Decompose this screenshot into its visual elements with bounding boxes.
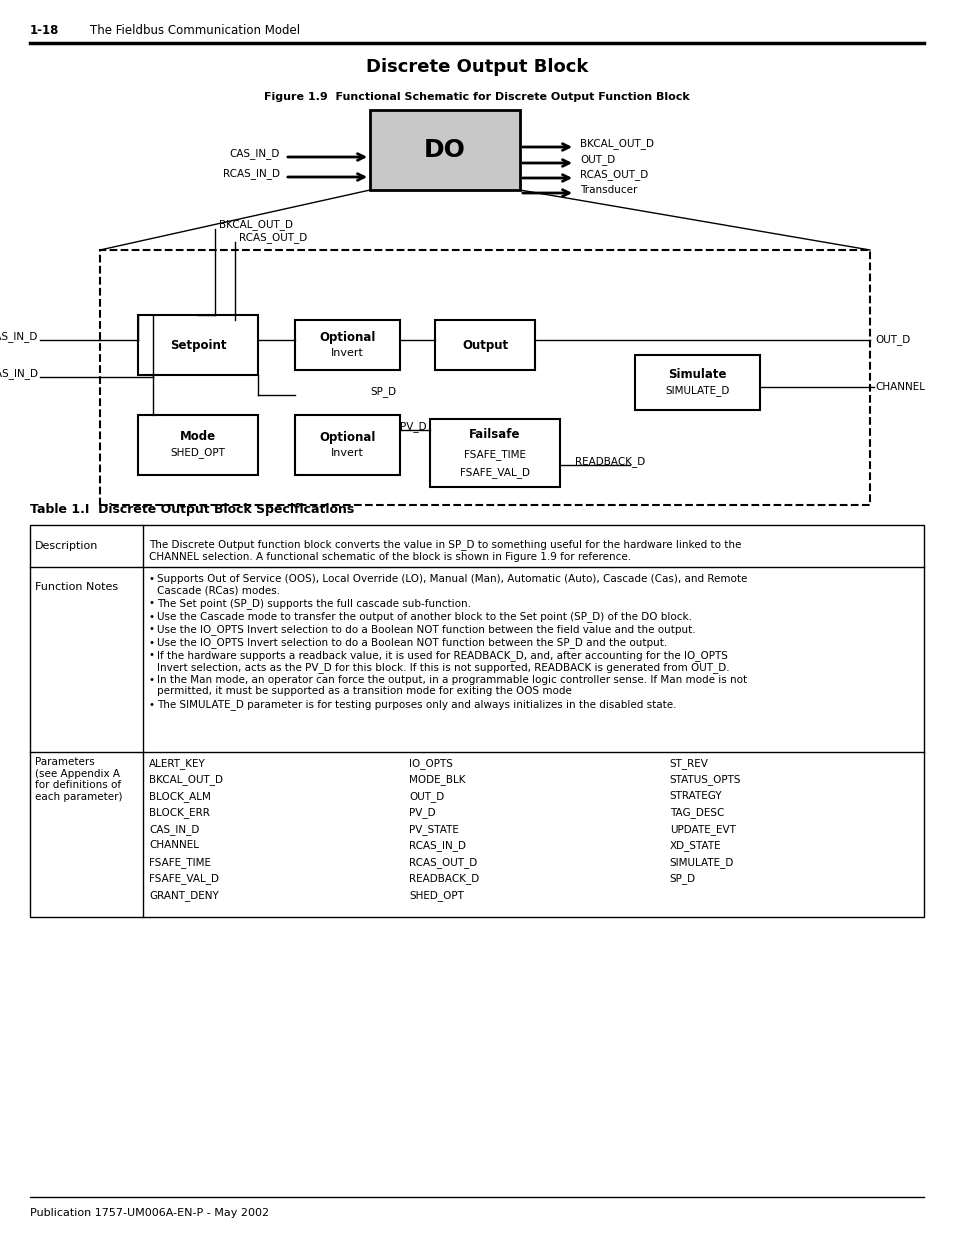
- Text: Invert: Invert: [331, 348, 363, 358]
- Text: FSAFE_TIME: FSAFE_TIME: [463, 450, 525, 461]
- Text: The Discrete Output function block converts the value in SP_D to something usefu: The Discrete Output function block conve…: [149, 538, 740, 550]
- Bar: [435, 320, 535, 370]
- Text: Use the Cascade mode to transfer the output of another block to the Set point (S: Use the Cascade mode to transfer the out…: [157, 611, 691, 622]
- Text: CAS_IN_D: CAS_IN_D: [0, 331, 38, 342]
- Text: UPDATE_EVT: UPDATE_EVT: [669, 824, 735, 835]
- Text: CAS_IN_D: CAS_IN_D: [149, 824, 199, 835]
- Text: BKCAL_OUT_D: BKCAL_OUT_D: [149, 774, 223, 785]
- Bar: [100, 249, 869, 505]
- Text: Output: Output: [461, 338, 508, 352]
- Text: OUT_D: OUT_D: [579, 154, 615, 165]
- Bar: [30, 525, 923, 918]
- Text: PV_D: PV_D: [399, 421, 426, 432]
- Bar: [430, 419, 559, 487]
- Text: SIMULATE_D: SIMULATE_D: [664, 385, 729, 396]
- Text: Description: Description: [35, 541, 98, 551]
- Text: RCAS_IN_D: RCAS_IN_D: [409, 841, 466, 851]
- Text: Simulate: Simulate: [667, 368, 726, 382]
- Text: FSAFE_VAL_D: FSAFE_VAL_D: [459, 468, 530, 478]
- Text: Discrete Output Block: Discrete Output Block: [365, 58, 588, 77]
- Text: READBACK_D: READBACK_D: [575, 457, 644, 468]
- Text: Table 1.I  Discrete Output Block Specifications: Table 1.I Discrete Output Block Specific…: [30, 504, 354, 516]
- Text: •: •: [149, 574, 154, 584]
- Text: •: •: [149, 611, 154, 621]
- Text: RCAS_OUT_D: RCAS_OUT_D: [409, 857, 477, 868]
- Text: ST_REV: ST_REV: [669, 758, 708, 769]
- Bar: [138, 315, 257, 375]
- Text: •: •: [149, 676, 154, 685]
- Bar: [370, 110, 519, 190]
- Text: If the hardware supports a readback value, it is used for READBACK_D, and, after: If the hardware supports a readback valu…: [157, 651, 727, 662]
- Text: BKCAL_OUT_D: BKCAL_OUT_D: [219, 220, 293, 231]
- Text: permitted, it must be supported as a transition mode for exiting the OOS mode: permitted, it must be supported as a tra…: [157, 687, 571, 697]
- Text: OUT_D: OUT_D: [874, 335, 909, 346]
- Text: BKCAL_OUT_D: BKCAL_OUT_D: [579, 138, 654, 149]
- Text: Supports Out of Service (OOS), Local Override (LO), Manual (Man), Automatic (Aut: Supports Out of Service (OOS), Local Ove…: [157, 574, 746, 584]
- Text: The SIMULATE_D parameter is for testing purposes only and always initializes in : The SIMULATE_D parameter is for testing …: [157, 699, 676, 710]
- Text: Publication 1757-UM006A-EN-P - May 2002: Publication 1757-UM006A-EN-P - May 2002: [30, 1208, 269, 1218]
- Text: READBACK_D: READBACK_D: [409, 873, 479, 884]
- Text: Parameters
(see Appendix A
for definitions of
each parameter): Parameters (see Appendix A for definitio…: [35, 757, 122, 802]
- Text: Mode: Mode: [180, 431, 215, 443]
- Text: DO: DO: [424, 138, 465, 162]
- Text: PV_D: PV_D: [409, 808, 436, 819]
- Text: CHANNEL selection. A functional schematic of the block is shown in Figure 1.9 fo: CHANNEL selection. A functional schemati…: [149, 552, 631, 562]
- Text: Optional: Optional: [319, 431, 375, 443]
- Text: •: •: [149, 599, 154, 609]
- Text: Use the IO_OPTS Invert selection to do a Boolean NOT function between the SP_D a: Use the IO_OPTS Invert selection to do a…: [157, 637, 666, 648]
- Text: STRATEGY: STRATEGY: [669, 790, 721, 802]
- Text: Optional: Optional: [319, 331, 375, 343]
- Text: RCAS_OUT_D: RCAS_OUT_D: [579, 169, 648, 180]
- Text: In the Man mode, an operator can force the output, in a programmable logic contr: In the Man mode, an operator can force t…: [157, 676, 746, 685]
- Text: Failsafe: Failsafe: [469, 429, 520, 441]
- Text: RCAS_IN_D: RCAS_IN_D: [0, 368, 38, 379]
- Text: Use the IO_OPTS Invert selection to do a Boolean NOT function between the field : Use the IO_OPTS Invert selection to do a…: [157, 625, 695, 635]
- Text: XD_STATE: XD_STATE: [669, 841, 720, 851]
- Text: OUT_D: OUT_D: [409, 790, 444, 802]
- Text: CHANNEL: CHANNEL: [149, 841, 199, 851]
- Text: Invert selection, acts as the PV_D for this block. If this is not supported, REA: Invert selection, acts as the PV_D for t…: [157, 662, 729, 673]
- Text: SP_D: SP_D: [370, 387, 395, 398]
- Text: CHANNEL: CHANNEL: [874, 382, 924, 391]
- Text: TAG_DESC: TAG_DESC: [669, 808, 723, 819]
- Text: Cascade (RCas) modes.: Cascade (RCas) modes.: [157, 585, 280, 595]
- Bar: [138, 415, 257, 475]
- Text: GRANT_DENY: GRANT_DENY: [149, 890, 218, 900]
- Text: BLOCK_ERR: BLOCK_ERR: [149, 808, 210, 819]
- Text: •: •: [149, 625, 154, 635]
- Text: Invert: Invert: [331, 448, 363, 458]
- Text: IO_OPTS: IO_OPTS: [409, 758, 453, 769]
- Text: SIMULATE_D: SIMULATE_D: [669, 857, 733, 868]
- Text: PV_STATE: PV_STATE: [409, 824, 458, 835]
- Text: •: •: [149, 699, 154, 709]
- Text: Transducer: Transducer: [579, 185, 637, 195]
- Text: Figure 1.9  Functional Schematic for Discrete Output Function Block: Figure 1.9 Functional Schematic for Disc…: [264, 91, 689, 103]
- Text: •: •: [149, 651, 154, 661]
- Text: 1-18: 1-18: [30, 23, 59, 37]
- Text: RCAS_IN_D: RCAS_IN_D: [223, 168, 280, 179]
- Text: CAS_IN_D: CAS_IN_D: [230, 148, 280, 159]
- Text: STATUS_OPTS: STATUS_OPTS: [669, 774, 740, 785]
- Bar: [635, 354, 760, 410]
- Text: RCAS_OUT_D: RCAS_OUT_D: [239, 232, 307, 243]
- Text: •: •: [149, 637, 154, 647]
- Bar: [294, 415, 399, 475]
- Text: The Set point (SP_D) supports the full cascade sub-function.: The Set point (SP_D) supports the full c…: [157, 599, 471, 609]
- Text: FSAFE_VAL_D: FSAFE_VAL_D: [149, 873, 219, 884]
- Text: ALERT_KEY: ALERT_KEY: [149, 758, 206, 769]
- Text: The Fieldbus Communication Model: The Fieldbus Communication Model: [90, 23, 300, 37]
- Text: SHED_OPT: SHED_OPT: [409, 890, 464, 900]
- Bar: [294, 320, 399, 370]
- Text: FSAFE_TIME: FSAFE_TIME: [149, 857, 211, 868]
- Text: Setpoint: Setpoint: [170, 338, 226, 352]
- Text: SHED_OPT: SHED_OPT: [171, 447, 225, 458]
- Text: SP_D: SP_D: [669, 873, 695, 884]
- Text: BLOCK_ALM: BLOCK_ALM: [149, 790, 211, 802]
- Text: Function Notes: Function Notes: [35, 582, 118, 592]
- Text: MODE_BLK: MODE_BLK: [409, 774, 465, 785]
